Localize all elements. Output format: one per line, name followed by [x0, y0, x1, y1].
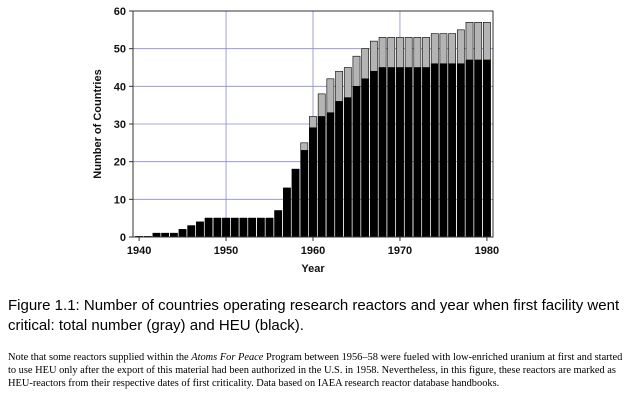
y-tick-label: 20 [114, 157, 126, 169]
heu-bar [369, 70, 378, 238]
x-tick-label: 1960 [301, 245, 325, 257]
heu-bar [187, 225, 196, 238]
heu-bar [265, 217, 274, 238]
y-tick-label: 10 [114, 194, 126, 206]
y-axis-label: Number of Countries [92, 69, 104, 178]
heu-bar [300, 150, 309, 238]
note-italic-program: Atoms For Peace [191, 352, 264, 363]
heu-bar [196, 221, 204, 238]
note-text-2: Program between 1956–58 were fueled with… [8, 352, 623, 389]
heu-bar [222, 217, 230, 238]
y-tick-label: 0 [120, 232, 126, 244]
heu-bar [248, 217, 257, 238]
x-axis-label: Year [301, 263, 325, 275]
heu-bar [483, 59, 491, 238]
heu-bar [465, 59, 474, 238]
heu-bar [387, 67, 396, 238]
heu-bar [274, 210, 283, 238]
heu-bar [291, 168, 300, 238]
heu-bar [335, 101, 343, 238]
heu-bar [170, 232, 178, 238]
x-tick-label: 1970 [388, 245, 412, 257]
x-tick-label: 1980 [475, 245, 499, 257]
heu-bar [404, 67, 413, 238]
heu-bar [352, 86, 361, 238]
heu-bar [448, 63, 457, 238]
heu-bar [326, 112, 335, 238]
note-text-1: Note that some reactors supplied within … [8, 352, 192, 363]
x-tick-label: 1950 [214, 245, 238, 257]
heu-bar [161, 232, 170, 238]
y-tick-label: 50 [114, 44, 126, 56]
heu-bar [309, 127, 317, 238]
heu-bar [378, 67, 387, 238]
figure-caption: Figure 1.1: Number of countries operatin… [8, 297, 620, 334]
heu-bar [439, 63, 448, 238]
heu-bar [396, 67, 404, 238]
heu-bar [343, 97, 352, 238]
heu-bar [361, 78, 370, 238]
y-tick-label: 40 [114, 81, 126, 93]
y-tick-label: 30 [114, 119, 126, 131]
heu-bar [422, 67, 430, 238]
y-axis-ticks: 0 10 20 30 40 50 60 [114, 6, 133, 244]
heu-bar [456, 63, 465, 238]
heu-bar [474, 59, 483, 238]
heu-bar [204, 217, 213, 238]
heu-bar [283, 187, 291, 238]
heu-bar [430, 63, 439, 238]
x-axis-ticks: 1940 1950 1960 1970 1980 [127, 237, 499, 257]
y-tick-label: 60 [114, 6, 126, 18]
heu-bar [178, 229, 187, 238]
heu-bar [317, 116, 326, 238]
heu-bar [413, 67, 422, 238]
heu-bar [213, 217, 222, 238]
heu-bar [152, 232, 161, 238]
heu-bar [230, 217, 239, 238]
x-tick-label: 1940 [127, 245, 151, 257]
figure-note: Note that some reactors supplied within … [8, 351, 624, 390]
heu-bar [239, 217, 248, 238]
heu-bar [256, 217, 265, 238]
